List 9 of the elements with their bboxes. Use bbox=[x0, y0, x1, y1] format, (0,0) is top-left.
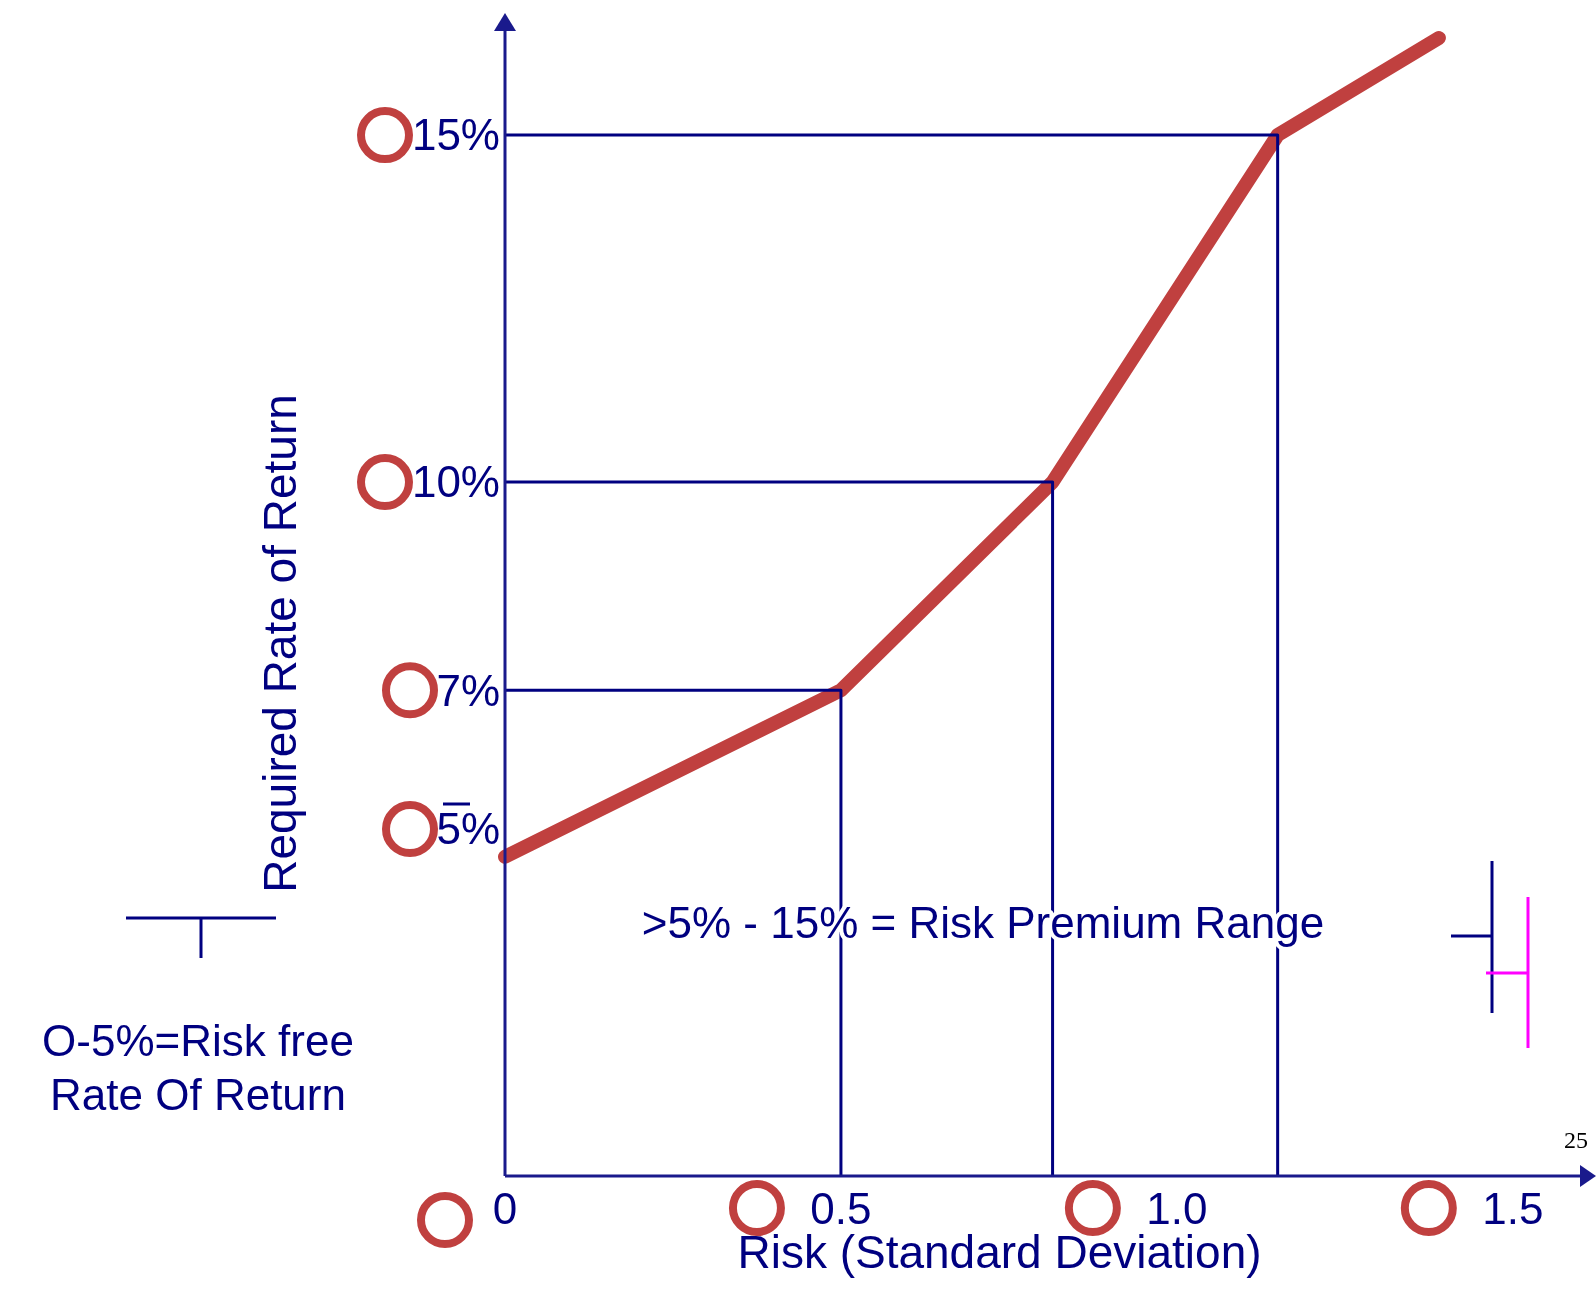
annotation: 25 bbox=[1564, 1127, 1588, 1153]
y-tick-label: 7% bbox=[436, 665, 500, 715]
x-tick-label: 1.5 bbox=[1482, 1184, 1544, 1233]
text: O-5%=Risk free Rate Of Return bbox=[42, 1016, 354, 1119]
y-tick-label: 15% bbox=[411, 110, 500, 160]
y-axis-title: Required Rate of Return bbox=[254, 394, 306, 893]
y-tick-label: 5% bbox=[436, 804, 500, 854]
y-tick-label: 10% bbox=[411, 457, 500, 507]
x-tick-label: 0 bbox=[492, 1184, 518, 1233]
